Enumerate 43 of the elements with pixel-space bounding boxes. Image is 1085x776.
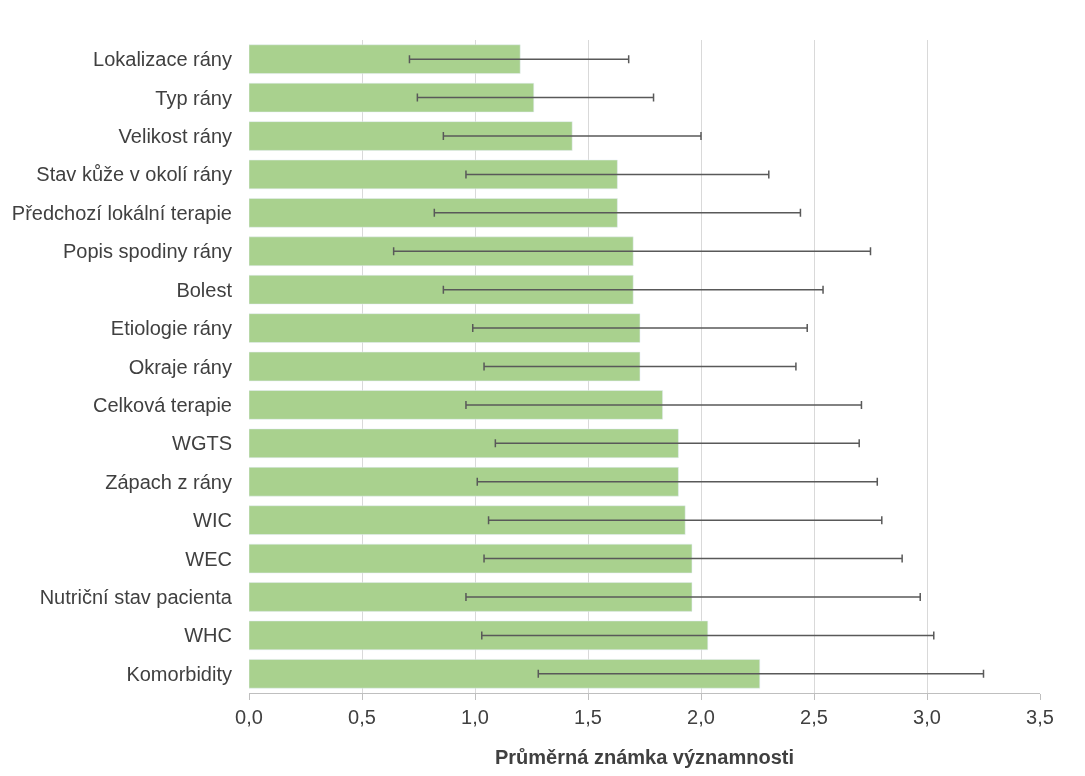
bar <box>249 44 521 74</box>
y-tick-label: Etiologie rány <box>110 317 232 340</box>
y-tick-label: Celková terapie <box>93 393 232 416</box>
y-tick-label: WHC <box>184 624 232 647</box>
x-tick-label: 0,0 <box>235 706 263 728</box>
y-tick-label: Komorbidity <box>126 662 232 685</box>
bar <box>249 505 686 535</box>
y-tick-label: Typ rány <box>155 86 232 109</box>
x-tick-label: 2,5 <box>800 706 828 728</box>
y-tick-label: Okraje rány <box>128 355 232 378</box>
x-tick-label: 2,0 <box>687 706 715 728</box>
bar <box>249 390 663 420</box>
y-tick-label: Popis spodiny rány <box>63 240 232 263</box>
bar <box>249 121 573 151</box>
bar <box>249 543 693 574</box>
bar <box>249 467 679 497</box>
bar <box>249 313 641 343</box>
y-tick-label: WEC <box>185 547 232 570</box>
bar <box>249 620 709 651</box>
y-tick-label: WGTS <box>172 432 232 455</box>
y-tick-label: Zápach z rány <box>105 470 232 493</box>
bar <box>249 351 641 382</box>
x-tick-label: 0,5 <box>348 706 376 728</box>
bar <box>249 159 618 190</box>
x-tick-label: 3,0 <box>913 706 941 728</box>
x-tick-label: 1,5 <box>574 706 602 728</box>
y-tick-label: Velikost rány <box>118 125 232 148</box>
y-tick-label: Stav kůže v okolí rány <box>36 163 232 186</box>
x-axis-title: Průměrná známka významnosti <box>495 745 794 768</box>
bar <box>249 82 535 113</box>
y-tick-label: Nutriční stav pacienta <box>39 585 233 608</box>
y-tick-label: Předchozí lokální terapie <box>11 201 232 224</box>
bar <box>249 659 761 689</box>
y-tick-label: Lokalizace rány <box>93 48 232 71</box>
bar <box>249 275 634 305</box>
bar <box>249 582 693 612</box>
bar <box>249 198 618 228</box>
x-tick-label: 3,5 <box>1026 706 1054 728</box>
x-tick-label: 1,0 <box>461 706 489 728</box>
bar <box>249 428 679 458</box>
bar <box>249 236 634 266</box>
y-tick-label: Bolest <box>176 278 233 301</box>
y-tick-label: WIC <box>193 509 232 532</box>
